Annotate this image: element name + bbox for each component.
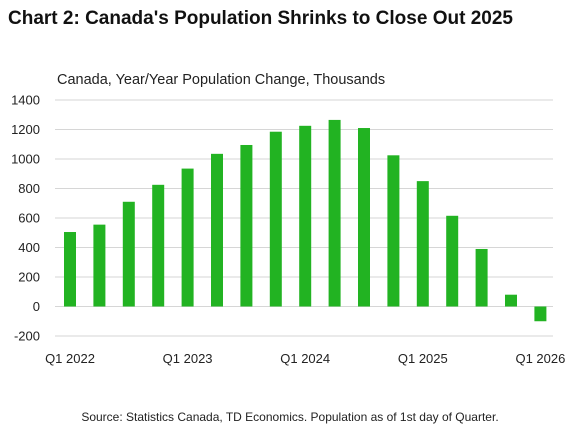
y-tick-label: 1000 (11, 152, 40, 167)
chart-subtitle: Canada, Year/Year Population Change, Tho… (57, 72, 386, 88)
y-tick-label: 200 (18, 270, 40, 285)
x-tick-label: Q1 2022 (45, 351, 95, 366)
y-tick-label: -200 (14, 329, 40, 344)
bars (64, 119, 547, 322)
x-tick-label: Q1 2024 (280, 351, 330, 366)
bar (416, 181, 429, 307)
bar (269, 131, 282, 307)
bar (358, 128, 370, 307)
bar (328, 119, 341, 307)
y-tick-label: 0 (33, 299, 40, 314)
y-tick-label: 1200 (11, 122, 40, 137)
y-tick-label: 1400 (11, 93, 40, 108)
bar (152, 184, 165, 307)
y-tick-label: 400 (18, 240, 40, 255)
y-axis-ticks: 1400 1200 1000 800 600 400 200 0 -200 (11, 93, 40, 344)
bar (240, 144, 253, 307)
bar (534, 306, 547, 322)
bar (475, 248, 488, 307)
bar (505, 294, 517, 307)
y-tick-label: 600 (18, 211, 40, 226)
x-tick-label: Q1 2025 (398, 351, 448, 366)
x-axis-ticks: Q1 2022 Q1 2023 Q1 2024 Q1 2025 Q1 2026 (45, 351, 565, 366)
bar (211, 153, 223, 307)
chart-title: Chart 2: Canada's Population Shrinks to … (8, 8, 513, 29)
bar (387, 155, 400, 307)
bar (446, 215, 459, 307)
x-tick-label: Q1 2023 (163, 351, 213, 366)
bar (181, 168, 194, 307)
x-tick-label: Q1 2026 (515, 351, 565, 366)
y-tick-label: 800 (18, 181, 40, 196)
bar (122, 201, 135, 307)
bar (299, 125, 312, 307)
bar (93, 224, 106, 307)
bar (64, 232, 76, 307)
chart-source: Source: Statistics Canada, TD Economics.… (81, 410, 499, 424)
